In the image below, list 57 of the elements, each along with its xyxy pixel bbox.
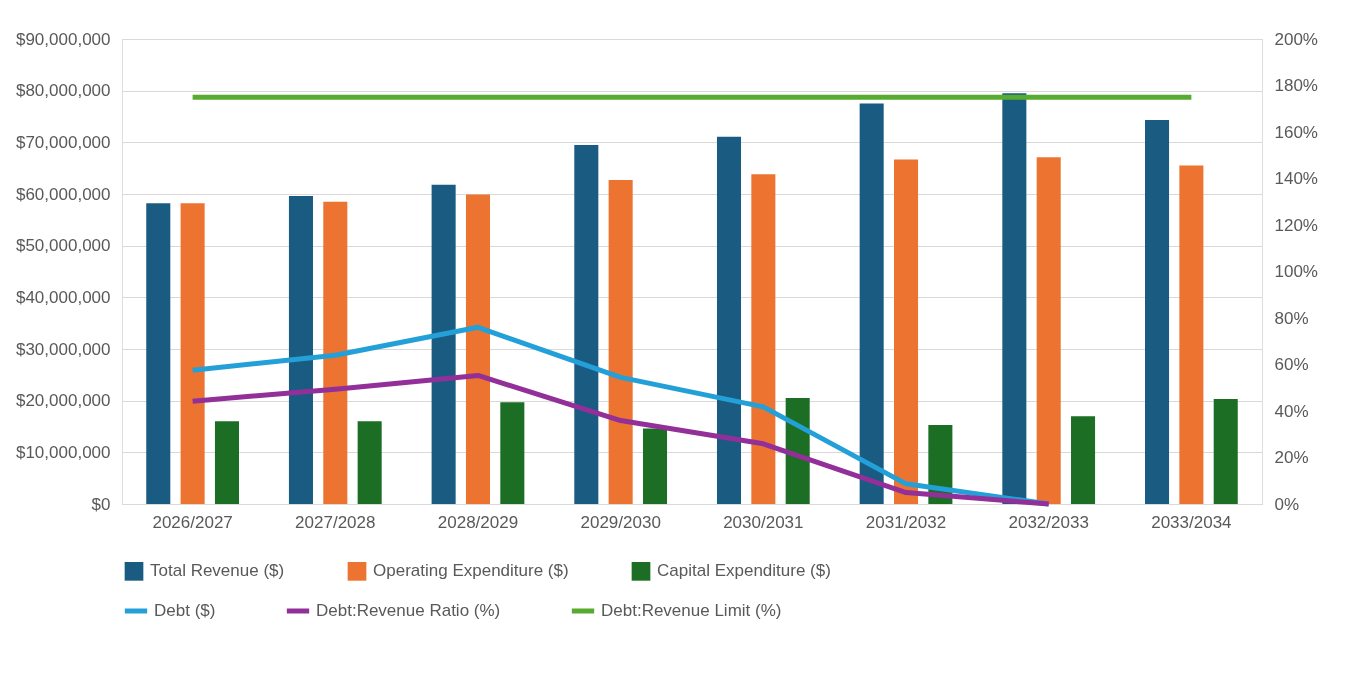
x-tick-label: 2030/2031 xyxy=(723,512,804,532)
y-tick-label: $30,000,000 xyxy=(15,339,111,359)
bar xyxy=(574,144,599,504)
x-tick-label: 2033/2034 xyxy=(1151,512,1232,532)
legend-label: Debt ($) xyxy=(154,601,216,620)
y2-tick-label: 180% xyxy=(1274,76,1318,95)
legend-label: Operating Expenditure ($) xyxy=(373,561,569,581)
legend-label: Total Revenue ($) xyxy=(150,561,285,581)
bar xyxy=(500,402,525,504)
bar xyxy=(751,174,776,504)
y2-tick-label: 160% xyxy=(1274,122,1318,142)
bar xyxy=(465,194,490,504)
bar xyxy=(323,201,348,504)
y-tick-label: $60,000,000 xyxy=(15,184,111,204)
y2-tick-label: 20% xyxy=(1274,448,1309,467)
bar xyxy=(1036,157,1061,504)
x-tick-label: 2031/2032 xyxy=(865,512,947,532)
y-tick-label: $40,000,000 xyxy=(15,287,111,307)
bar xyxy=(1179,165,1204,504)
y-tick-label: $70,000,000 xyxy=(15,132,111,152)
bar xyxy=(716,136,742,504)
legend-label: Debt:Revenue Ratio (%) xyxy=(316,601,501,620)
y-tick-label: $10,000,000 xyxy=(15,442,111,462)
bar xyxy=(894,159,919,504)
y-tick-label: $90,000,000 xyxy=(15,29,111,49)
x-tick-label: 2027/2028 xyxy=(295,512,376,532)
bar xyxy=(180,203,205,504)
bar xyxy=(1145,120,1170,504)
legend-label: Debt:Revenue Limit (%) xyxy=(601,601,782,620)
y2-tick-label: 40% xyxy=(1274,401,1309,421)
y2-tick-label: 100% xyxy=(1274,262,1318,281)
x-tick-label: 2028/2029 xyxy=(437,512,519,532)
bar xyxy=(1213,399,1238,504)
y2-tick-label: 140% xyxy=(1274,169,1318,188)
bar xyxy=(608,180,633,504)
bar xyxy=(642,428,668,504)
y2-tick-label: 80% xyxy=(1274,308,1309,328)
y-tick-label: $0 xyxy=(91,494,111,514)
y-tick-label: $80,000,000 xyxy=(15,81,111,101)
y2-tick-label: 60% xyxy=(1274,355,1309,374)
x-tick-label: 2026/2027 xyxy=(152,512,233,532)
y-tick-label: $20,000,000 xyxy=(15,391,111,411)
bar xyxy=(357,421,382,504)
bar xyxy=(288,196,313,504)
bar xyxy=(1071,416,1096,504)
x-tick-label: 2032/2033 xyxy=(1008,512,1089,532)
y2-tick-label: 200% xyxy=(1274,29,1318,49)
bar xyxy=(859,103,884,504)
y2-tick-label: 0% xyxy=(1274,494,1300,514)
legend-label: Capital Expenditure ($) xyxy=(657,561,831,581)
bar xyxy=(431,184,456,504)
bar xyxy=(1002,93,1027,504)
y2-tick-label: 120% xyxy=(1274,215,1318,235)
x-tick-label: 2029/2030 xyxy=(580,512,661,532)
y-tick-label: $50,000,000 xyxy=(15,236,111,256)
bar xyxy=(146,203,171,504)
bar xyxy=(214,421,239,504)
